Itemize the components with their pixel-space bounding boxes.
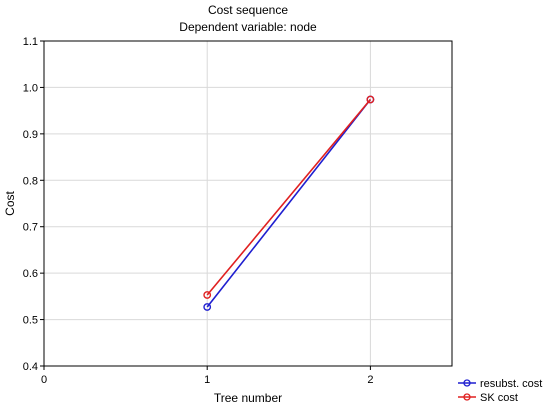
y-tick-label: 0.7	[23, 222, 38, 234]
y-tick-label: 0.8	[23, 175, 38, 187]
legend-marker-swatch	[463, 379, 471, 387]
grid-lines	[44, 41, 452, 366]
data-point-marker	[203, 303, 212, 311]
plot-area-frame	[43, 40, 453, 367]
legend-item: resubst. cost	[458, 378, 542, 390]
y-tick-label: 1.0	[23, 82, 38, 94]
x-axis-label: Tree number	[214, 391, 282, 405]
chart-title: Cost sequence	[208, 3, 288, 17]
x-axis-ticks: 0 1 2	[41, 366, 373, 386]
x-tick-label: 2	[367, 374, 373, 386]
series-group	[203, 95, 375, 311]
y-tick-label: 1.1	[23, 36, 38, 48]
series-layer	[203, 95, 375, 311]
x-tick-label: 0	[41, 374, 47, 386]
chart-subtitle: Dependent variable: node	[179, 20, 317, 34]
legend-marker-swatch	[463, 393, 471, 401]
data-point-marker	[203, 291, 212, 299]
legend-label: SK cost	[480, 392, 518, 404]
x-tick-label: 1	[204, 374, 210, 386]
y-axis-label: Cost	[3, 191, 17, 216]
y-tick-label: 0.9	[23, 129, 38, 141]
y-tick-label: 0.5	[23, 315, 38, 327]
legend-item: SK cost	[458, 392, 518, 404]
y-axis-ticks: 0.4 0.5 0.6 0.7 0.8 0.9 1.0 1.1	[23, 36, 44, 373]
series-group	[203, 95, 375, 299]
y-tick-label: 0.6	[23, 268, 38, 280]
series-line	[206, 98, 372, 296]
legend: resubst. cost SK cost	[458, 378, 542, 404]
legend-label: resubst. cost	[480, 378, 542, 390]
data-point-marker	[366, 95, 375, 104]
y-tick-label: 0.4	[23, 361, 38, 373]
series-line	[206, 99, 372, 308]
